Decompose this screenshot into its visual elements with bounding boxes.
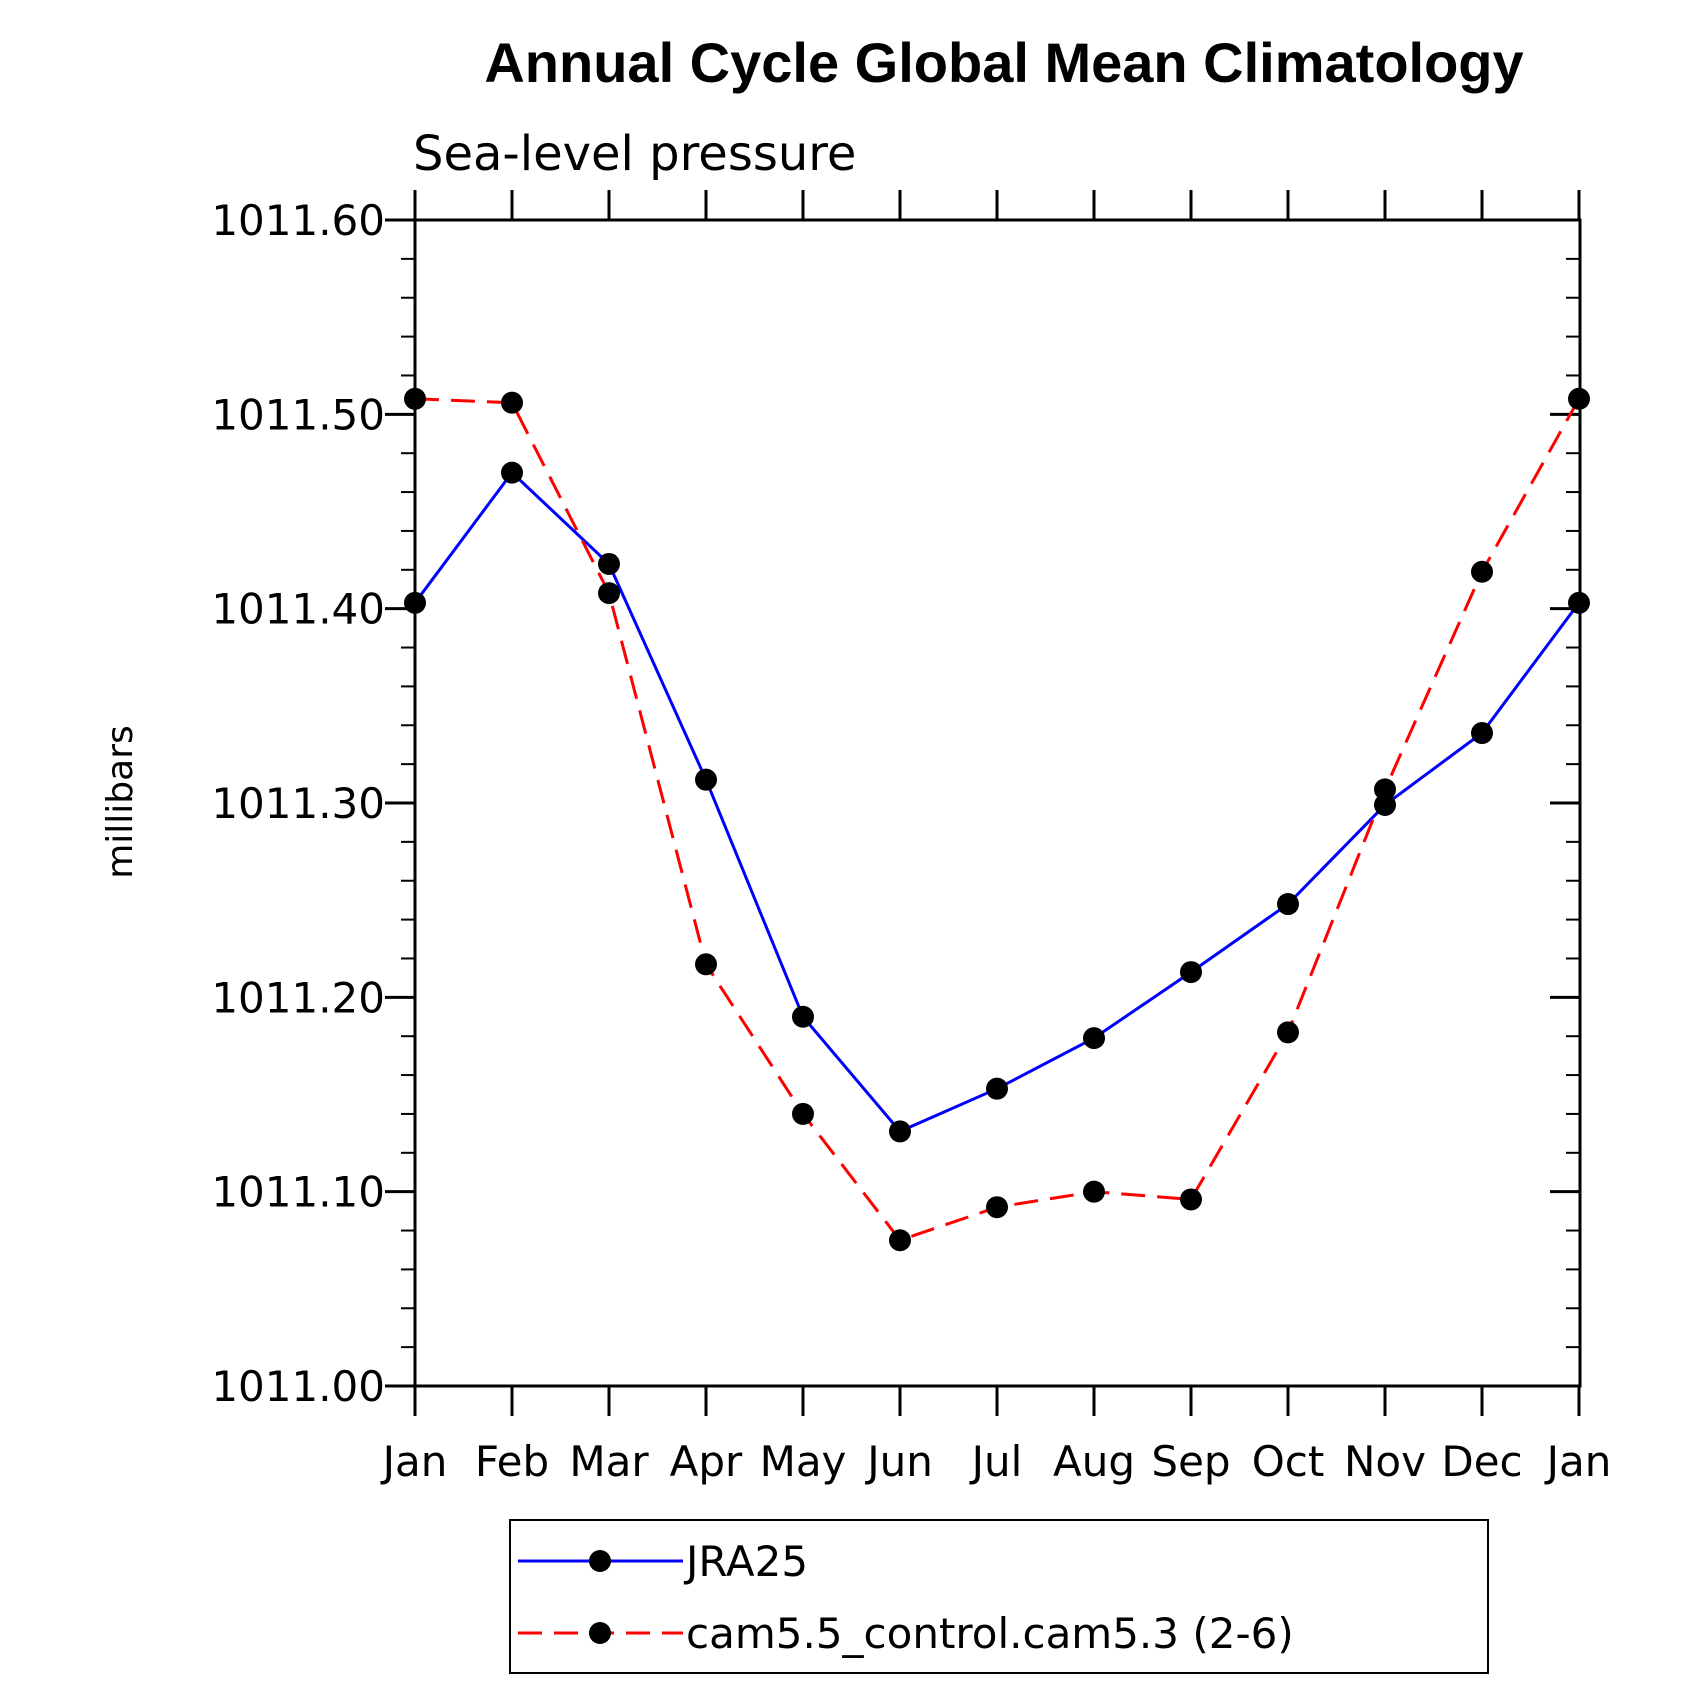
legend: JRA25 cam5.5_control.cam5.3 (2-6) <box>509 1519 1489 1674</box>
legend-label-jra25: JRA25 <box>683 1537 808 1586</box>
point-s0-0 <box>404 591 426 614</box>
x-tick-label-8: Sep <box>1151 1437 1230 1486</box>
point-s0-1 <box>501 461 523 484</box>
x-tick-label-0: Jan <box>380 1437 448 1486</box>
point-s0-4 <box>792 1005 814 1028</box>
x-tick-label-6: Jul <box>969 1437 1023 1486</box>
point-s1-5 <box>889 1229 911 1252</box>
y-tick-label-2: 1011.20 <box>211 973 385 1022</box>
point-s1-6 <box>986 1196 1008 1219</box>
y-tick-label-5: 1011.50 <box>211 390 385 439</box>
point-s0-3 <box>695 768 717 791</box>
point-s1-2 <box>598 582 620 605</box>
x-tick-labels: Jan Feb Mar Apr May Jun Jul Aug Sep Oct Nov Dec Jan <box>380 1437 1612 1486</box>
point-s1-11 <box>1471 560 1493 583</box>
y-tick-label-0: 1011.00 <box>211 1362 385 1411</box>
point-s0-5 <box>889 1120 911 1143</box>
x-tick-label-11: Dec <box>1441 1437 1522 1486</box>
x-tick-label-3: Apr <box>670 1437 743 1486</box>
series-lines <box>413 397 1581 1242</box>
legend-box <box>509 1519 1489 1674</box>
point-s1-10 <box>1374 778 1396 801</box>
point-s1-3 <box>695 953 717 976</box>
point-s0-12 <box>1568 591 1590 614</box>
point-s1-12 <box>1568 387 1590 410</box>
y-tick-label-4: 1011.40 <box>211 585 385 634</box>
legend-marker-jra25 <box>589 1550 611 1572</box>
legend-marker-cam5 <box>589 1622 611 1644</box>
series-line-1 <box>414 397 1581 1242</box>
x-tick-label-1: Feb <box>475 1437 549 1486</box>
point-s0-2 <box>598 552 620 575</box>
y-axis-label: millibars <box>100 725 141 879</box>
point-s0-10 <box>1374 793 1396 816</box>
x-tick-label-9: Oct <box>1252 1437 1325 1486</box>
legend-label-cam5: cam5.5_control.cam5.3 (2-6) <box>686 1609 1294 1658</box>
point-s1-8 <box>1180 1188 1202 1211</box>
chart-title: Annual Cycle Global Mean Climatology <box>484 31 1523 94</box>
series-line-0 <box>413 470 1581 1134</box>
x-tick-label-10: Nov <box>1344 1437 1426 1486</box>
chart-subtitle: Sea-level pressure <box>413 126 856 182</box>
point-s0-8 <box>1180 961 1202 984</box>
point-s1-7 <box>1083 1180 1105 1203</box>
point-s0-7 <box>1083 1027 1105 1050</box>
x-tick-label-4: May <box>760 1437 847 1486</box>
x-tick-label-12: Jan <box>1544 1437 1612 1486</box>
axis-ticks <box>385 190 1581 1416</box>
point-s1-9 <box>1277 1021 1299 1044</box>
point-s1-1 <box>501 391 523 414</box>
point-s0-11 <box>1471 722 1493 745</box>
y-tick-label-1: 1011.10 <box>211 1168 385 1217</box>
y-tick-label-6: 1011.60 <box>211 196 385 245</box>
x-tick-label-5: Jun <box>864 1437 933 1486</box>
point-s1-0 <box>404 387 426 410</box>
x-tick-label-2: Mar <box>569 1437 649 1486</box>
x-tick-label-7: Aug <box>1053 1437 1135 1486</box>
y-tick-labels: 1011.00 1011.10 1011.20 1011.30 1011.40 1011.… <box>211 196 385 1411</box>
y-tick-label-3: 1011.30 <box>211 779 385 828</box>
point-s1-4 <box>792 1102 814 1125</box>
series-points <box>404 387 1590 1252</box>
point-s0-6 <box>986 1077 1008 1100</box>
point-s0-9 <box>1277 893 1299 916</box>
